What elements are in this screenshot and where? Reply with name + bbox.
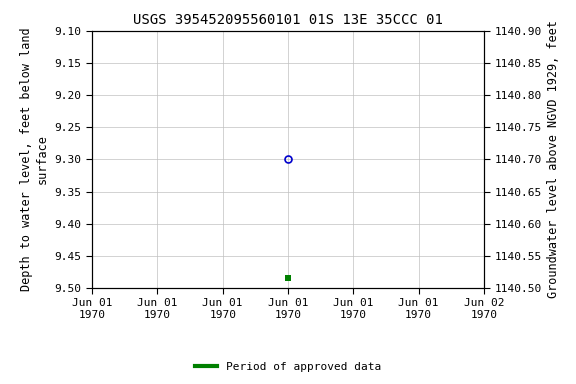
- Y-axis label: Groundwater level above NGVD 1929, feet: Groundwater level above NGVD 1929, feet: [547, 20, 560, 298]
- Legend: Period of approved data: Period of approved data: [191, 358, 385, 377]
- Y-axis label: Depth to water level, feet below land
surface: Depth to water level, feet below land su…: [20, 28, 49, 291]
- Title: USGS 395452095560101 01S 13E 35CCC 01: USGS 395452095560101 01S 13E 35CCC 01: [133, 13, 443, 27]
